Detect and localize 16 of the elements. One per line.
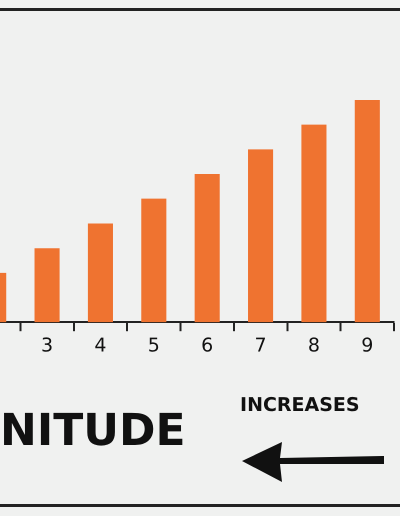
bar [34,248,60,322]
x-tick-label: 9 [361,334,374,357]
bar [354,100,380,322]
text: NITUDE [0,405,186,456]
bar [301,124,326,322]
x-tick-label: 8 [308,334,320,357]
x-tick-label: 3 [41,334,54,357]
text: INCREASES [240,394,360,416]
x-tick-label: 6 [201,334,214,357]
bar [248,149,274,322]
bar [194,174,220,322]
bar [88,224,113,322]
x-tick-label: 5 [148,334,160,357]
x-tick-label: 4 [94,334,106,357]
x-tick-label: 7 [254,334,267,357]
bar [141,198,166,322]
